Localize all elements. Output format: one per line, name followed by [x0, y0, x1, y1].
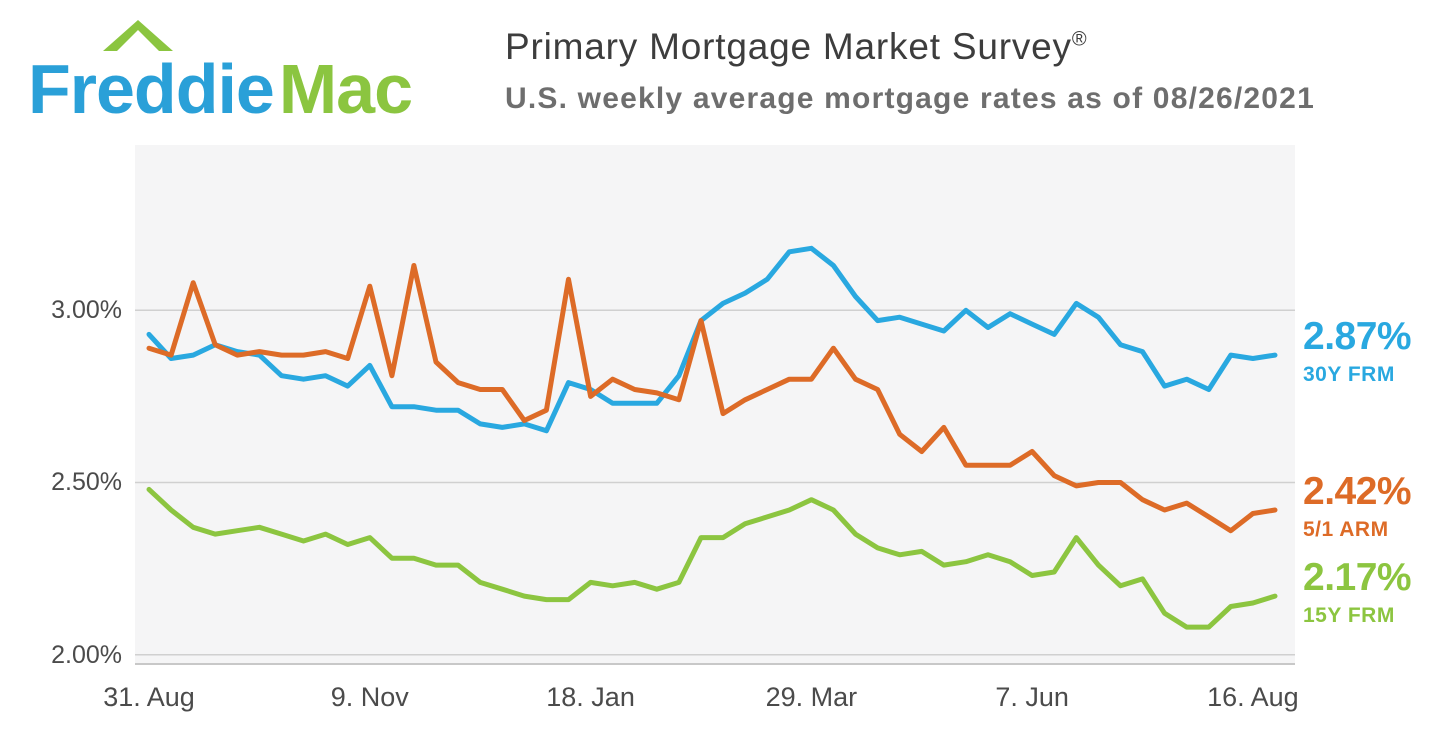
x-tick-label: 29. Mar [765, 682, 858, 712]
freddie-mac-logo: FreddieMac [28, 10, 478, 130]
x-tick-label: 9. Nov [330, 682, 409, 712]
header-titles: Primary Mortgage Market Survey® U.S. wee… [505, 26, 1315, 116]
series-annotation-5-1-arm: 2.42% 5/1 ARM [1303, 470, 1412, 542]
series-name-label: 30Y FRM [1303, 363, 1395, 387]
x-tick-label: 18. Jan [546, 682, 635, 712]
page-title-text: Primary Mortgage Market Survey [505, 26, 1072, 67]
series-end-value: 2.87% [1303, 315, 1412, 359]
chart-svg [135, 245, 1295, 656]
y-axis-labels: 2.00% 2.50% 3.00% [0, 145, 122, 668]
x-tick-label: 31. Aug [103, 682, 195, 712]
x-tick-label: 16. Aug [1207, 682, 1299, 712]
series-annotations: 2.87% 30Y FRM 2.42% 5/1 ARM 2.17% 15Y FR… [1303, 0, 1438, 754]
series-line-5-1-arm [146, 263, 1278, 534]
series-name-label: 15Y FRM [1303, 604, 1395, 628]
series-line-15y-frm [146, 486, 1278, 630]
house-roof-icon [103, 20, 173, 51]
series-annotation-30y-frm: 2.87% 30Y FRM [1303, 315, 1412, 387]
x-tick-label: 7. Jun [995, 682, 1069, 712]
y-tick-label: 3.00% [51, 296, 122, 325]
y-tick-label: 2.50% [51, 468, 122, 497]
series-end-value: 2.42% [1303, 470, 1412, 514]
series-name-label: 5/1 ARM [1303, 518, 1389, 542]
y-tick-label: 2.00% [51, 640, 122, 669]
logo-text-mac: Mac [278, 50, 413, 128]
page-subtitle: U.S. weekly average mortgage rates as of… [505, 82, 1315, 115]
page-title: Primary Mortgage Market Survey® [505, 26, 1315, 68]
logo-text: FreddieMac [28, 54, 413, 124]
series-line-30y-frm [146, 245, 1278, 434]
logo-text-freddie: Freddie [28, 50, 275, 128]
series-annotation-15y-frm: 2.17% 15Y FRM [1303, 556, 1412, 628]
registered-mark: ® [1071, 28, 1088, 51]
plot-area [135, 145, 1295, 665]
x-axis-labels: 31. Aug 9. Nov 18. Jan 29. Mar 7. Jun 16. Aug [103, 682, 1299, 722]
series-end-value: 2.17% [1303, 556, 1412, 600]
